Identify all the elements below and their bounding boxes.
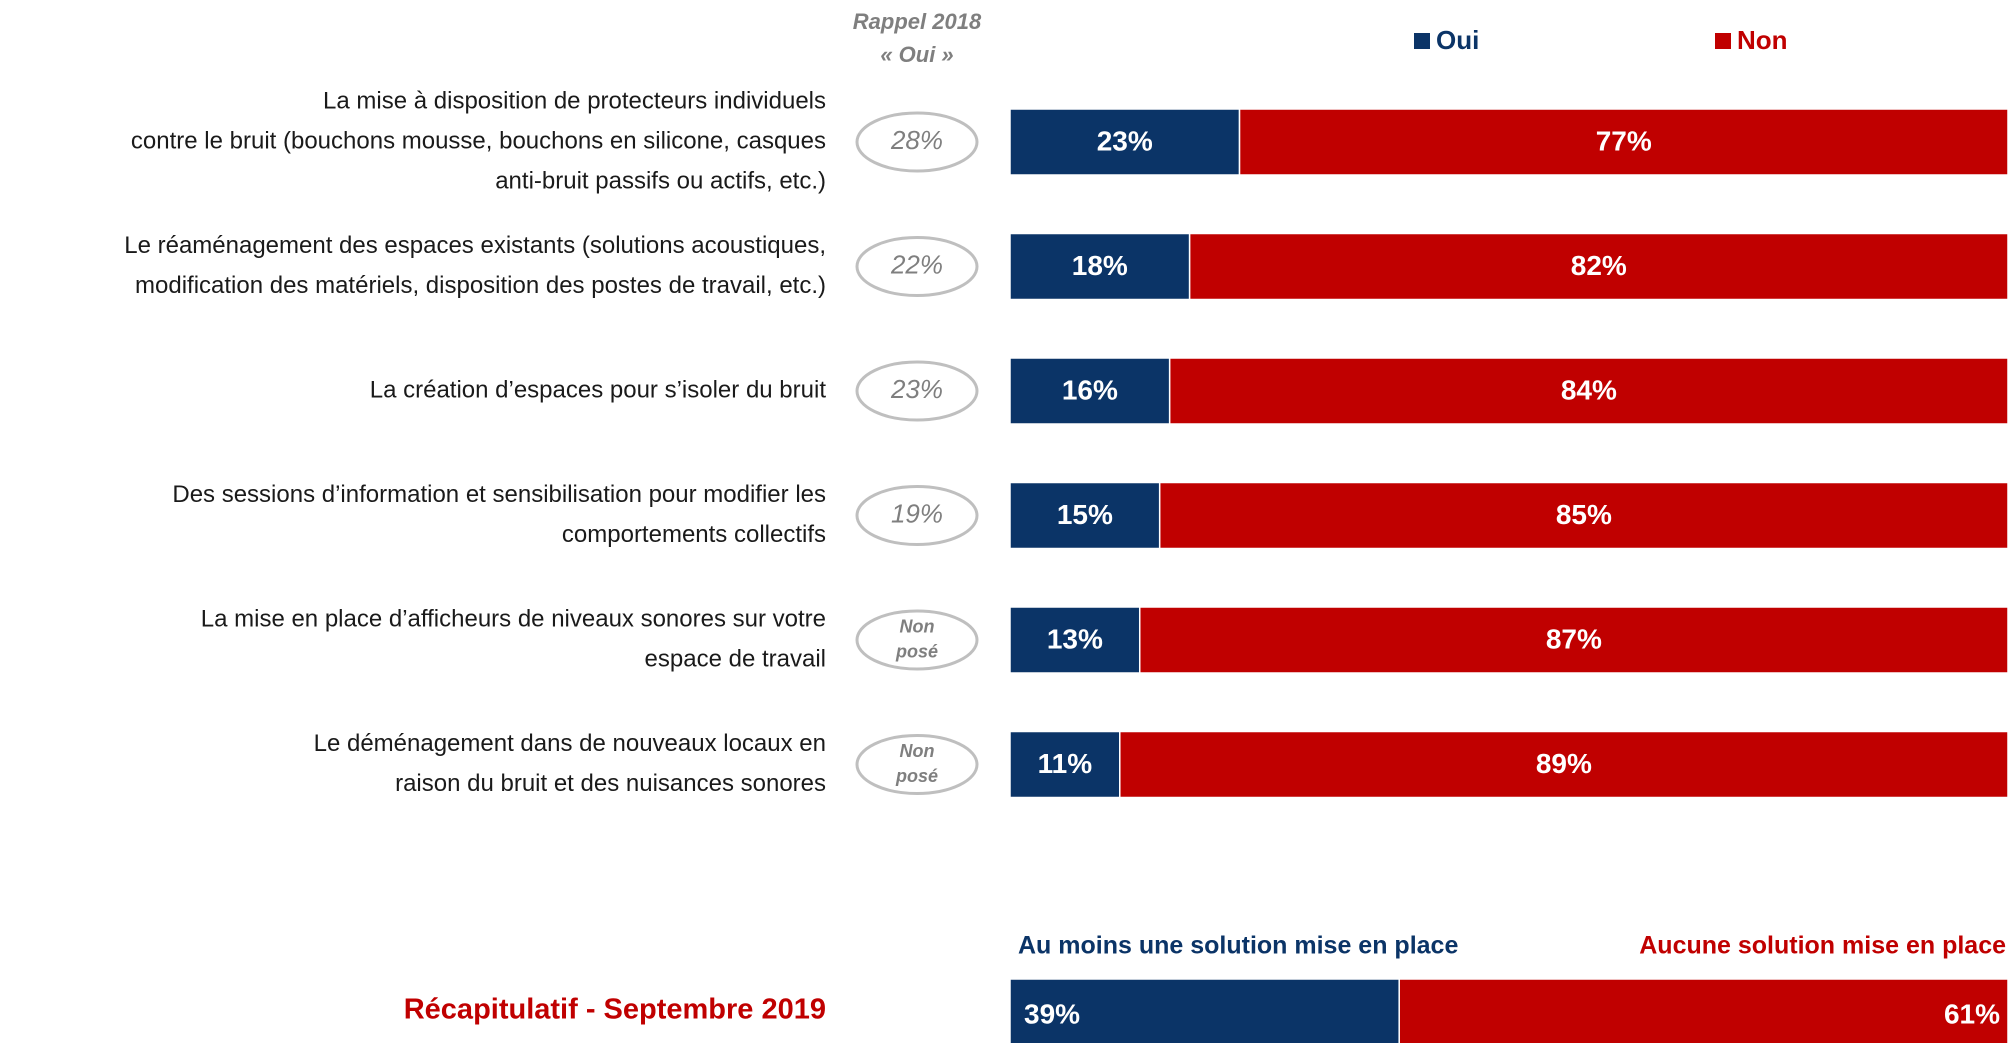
- rappel-ellipse: [855, 609, 979, 671]
- value-label: 23%: [1097, 125, 1153, 156]
- legend-label: Au moins une solution mise en place: [1018, 932, 1458, 960]
- category-label: anti-bruit passifs ou actifs, etc.): [495, 167, 826, 194]
- value-label: 89%: [1536, 748, 1592, 779]
- rappel-title: « Oui »: [880, 42, 953, 67]
- rappel-value: 22%: [890, 249, 943, 279]
- rappel-ellipse: [855, 111, 979, 173]
- rappel-value: 19%: [891, 498, 943, 528]
- rappel-title: Rappel 2018: [853, 9, 982, 34]
- value-label: 11%: [1038, 748, 1093, 779]
- rappel-value-line: 22%: [890, 249, 943, 279]
- rappel-value-line: Non: [900, 616, 935, 636]
- category-label: La création d’espaces pour s’isoler du b…: [370, 376, 827, 403]
- rappel-value-line: 19%: [891, 498, 943, 528]
- rappel-value: Non posé: [895, 741, 938, 786]
- bar-segment: [1009, 232, 1191, 301]
- category-label: Des sessions d’information et sensibilis…: [172, 481, 826, 508]
- rappel-value-line: posé: [895, 641, 938, 661]
- legend-label: Non: [1737, 25, 1788, 55]
- category-label: Le déménagement dans de nouveaux locaux …: [314, 730, 826, 757]
- rappel-value-line: Non: [900, 741, 935, 761]
- bar-segment: [1009, 481, 1161, 550]
- value-label: 16%: [1062, 374, 1118, 405]
- bar-segment: [1119, 730, 2008, 799]
- rappel-value: Non posé: [895, 616, 938, 661]
- category-label: modification des matériels, disposition …: [135, 272, 826, 299]
- rappel-value-line: 23%: [890, 374, 943, 404]
- legend-label: Oui: [1436, 25, 1479, 55]
- bar-segment: [1009, 108, 1241, 176]
- category-label: La mise en place d’afficheurs de niveaux…: [201, 605, 826, 632]
- category-label: comportements collectifs: [562, 521, 826, 548]
- value-label: 15%: [1057, 499, 1113, 530]
- value-label: 18%: [1072, 250, 1128, 281]
- rappel-ellipse: [855, 734, 979, 795]
- bar-segment: [1138, 606, 2008, 674]
- category-label: contre le bruit (bouchons mousse, boucho…: [131, 127, 826, 154]
- recap-title: Récapitulatif - Septembre 2019: [404, 994, 826, 1026]
- value-label: 87%: [1546, 623, 1602, 654]
- bar-segment: [1009, 357, 1171, 425]
- category-label: Le réaménagement des espaces existants (…: [124, 232, 826, 259]
- bar-segment: [1188, 232, 2008, 301]
- rappel-ellipse: [855, 236, 979, 297]
- rappel-value: 28%: [890, 125, 943, 155]
- value-label: 39%: [1024, 998, 1080, 1029]
- bar-segment: [1238, 108, 2008, 176]
- value-label: 84%: [1561, 374, 1617, 405]
- value-label: 82%: [1571, 250, 1627, 281]
- legend-swatch: [1414, 33, 1430, 49]
- bar-segment: [1009, 606, 1141, 674]
- value-label: 77%: [1596, 125, 1652, 156]
- category-label: espace de travail: [645, 645, 826, 672]
- bar-segment: [1168, 357, 2008, 425]
- rappel-value-line: 28%: [890, 125, 943, 155]
- rappel-ellipse: [855, 360, 979, 422]
- rappel-value: 23%: [890, 374, 943, 404]
- rappel-value-line: posé: [895, 766, 938, 786]
- bar-segment: [1009, 978, 1400, 1043]
- value-label: 85%: [1556, 499, 1612, 530]
- value-label: 13%: [1047, 623, 1103, 654]
- category-label: La mise à disposition de protecteurs ind…: [323, 87, 826, 114]
- category-label: raison du bruit et des nuisances sonores: [395, 770, 826, 797]
- bar-segment: [1398, 978, 2008, 1043]
- value-label: 61%: [1944, 998, 2000, 1029]
- rappel-ellipse: [855, 485, 979, 546]
- legend-label: Aucune solution mise en place: [1639, 932, 2006, 960]
- legend-swatch: [1715, 33, 1731, 49]
